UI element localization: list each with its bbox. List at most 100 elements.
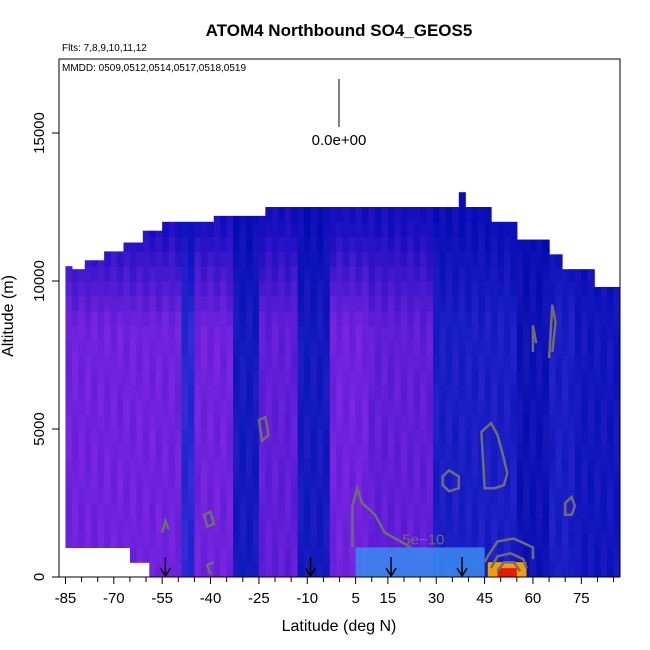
heatmap-cell xyxy=(458,340,466,356)
heatmap-cell xyxy=(368,384,376,400)
heatmap-cell xyxy=(78,295,86,312)
heatmap-cell xyxy=(104,369,112,386)
heatmap-cell xyxy=(291,458,299,474)
heatmap-cell xyxy=(426,384,434,400)
heatmap-cell xyxy=(136,547,144,563)
heatmap-cell xyxy=(400,458,408,474)
heatmap-cell xyxy=(226,281,234,297)
heatmap-cell xyxy=(478,295,486,312)
heatmap-cell xyxy=(342,503,350,519)
heatmap-cell xyxy=(252,251,260,267)
heatmap-cell xyxy=(310,532,318,548)
heatmap-cell xyxy=(336,414,344,430)
heatmap-cell xyxy=(362,281,370,297)
flight-arrow-head xyxy=(385,567,397,578)
heatmap-cell xyxy=(458,207,466,223)
heatmap-cell xyxy=(413,340,421,356)
heatmap-cell xyxy=(355,325,363,341)
heatmap-cell xyxy=(271,325,279,341)
chart-title: ATOM4 Northbound SO4_GEOS5 xyxy=(206,21,473,40)
heatmap-cell xyxy=(368,532,376,548)
heatmap-cell xyxy=(510,443,518,460)
heatmap-cell xyxy=(478,340,486,356)
heatmap-cell xyxy=(478,310,486,326)
heatmap-cell xyxy=(420,310,428,326)
heatmap-cell xyxy=(278,517,286,534)
heatmap-cell xyxy=(284,429,292,445)
heatmap-cell xyxy=(523,295,531,312)
heatmap-cell xyxy=(452,473,460,489)
heatmap-cell xyxy=(291,251,299,267)
heatmap-cell xyxy=(162,399,170,415)
heatmap-cell xyxy=(536,414,544,430)
heatmap-cell xyxy=(239,221,247,238)
heatmap-cell xyxy=(594,429,602,445)
heatmap-cell xyxy=(342,281,350,297)
heatmap-cell xyxy=(529,310,537,326)
heatmap-cell xyxy=(542,503,550,519)
heatmap-cell xyxy=(433,325,441,341)
heatmap-cell xyxy=(523,239,531,252)
heatmap-cell xyxy=(394,355,402,371)
heatmap-cell xyxy=(445,340,453,356)
heatmap-cell xyxy=(529,399,537,415)
heatmap-cell xyxy=(407,532,415,548)
heatmap-cell xyxy=(65,369,73,386)
heatmap-cell xyxy=(181,281,189,297)
heatmap-cell xyxy=(78,443,86,460)
heatmap-cell xyxy=(136,414,144,430)
heatmap-cell xyxy=(246,503,254,519)
heatmap-cell xyxy=(284,221,292,238)
heatmap-cell xyxy=(310,547,318,563)
heatmap-cell xyxy=(362,340,370,356)
heatmap-cell xyxy=(265,429,273,445)
heatmap-cell xyxy=(555,295,563,312)
heatmap-cell xyxy=(316,399,324,415)
heatmap-cell xyxy=(561,355,570,371)
heatmap-cell xyxy=(471,384,479,400)
heatmap-cell xyxy=(555,369,563,386)
heatmap-cell xyxy=(542,325,550,341)
heatmap-cell xyxy=(110,458,118,474)
heatmap-cell xyxy=(304,443,312,460)
heatmap-cell xyxy=(529,473,537,489)
heatmap-cell xyxy=(97,414,105,430)
heatmap-cell xyxy=(123,340,131,356)
heatmap-cell xyxy=(439,281,447,297)
heatmap-cell xyxy=(387,517,395,534)
heatmap-cell xyxy=(581,369,589,386)
heatmap-cell xyxy=(246,458,254,474)
heatmap-cell xyxy=(175,355,183,371)
heatmap-cell xyxy=(458,384,466,400)
heatmap-cell xyxy=(536,517,544,534)
heatmap-cell xyxy=(323,414,331,430)
heatmap-cell xyxy=(497,458,505,474)
heatmap-cell xyxy=(561,295,570,312)
heatmap-cell xyxy=(304,295,312,312)
heatmap-cell xyxy=(420,355,428,371)
heatmap-cell xyxy=(329,458,337,474)
heatmap-cell xyxy=(278,355,286,371)
heatmap-cell xyxy=(271,281,279,297)
heatmap-cell xyxy=(387,266,395,282)
heatmap-cell xyxy=(65,355,73,371)
heatmap-cell xyxy=(516,355,524,371)
heatmap-cell xyxy=(362,503,370,519)
heatmap-cell xyxy=(129,266,137,282)
heatmap-cell xyxy=(413,503,421,519)
heatmap-cell xyxy=(71,414,79,430)
heatmap-cell xyxy=(258,251,266,267)
heatmap-cell xyxy=(362,443,370,460)
heatmap-cell xyxy=(368,517,376,534)
heatmap-cell xyxy=(497,266,505,282)
heatmap-cell xyxy=(420,532,428,548)
heatmap-cell xyxy=(258,473,266,489)
heatmap-cell xyxy=(104,310,112,326)
heatmap-cell xyxy=(117,517,125,534)
heatmap-cell xyxy=(91,384,99,400)
heatmap-cell xyxy=(452,488,460,504)
heatmap-cell xyxy=(271,399,279,415)
heatmap-cell xyxy=(613,369,620,386)
heatmap-cell xyxy=(613,295,620,312)
heatmap-cell xyxy=(342,488,350,504)
